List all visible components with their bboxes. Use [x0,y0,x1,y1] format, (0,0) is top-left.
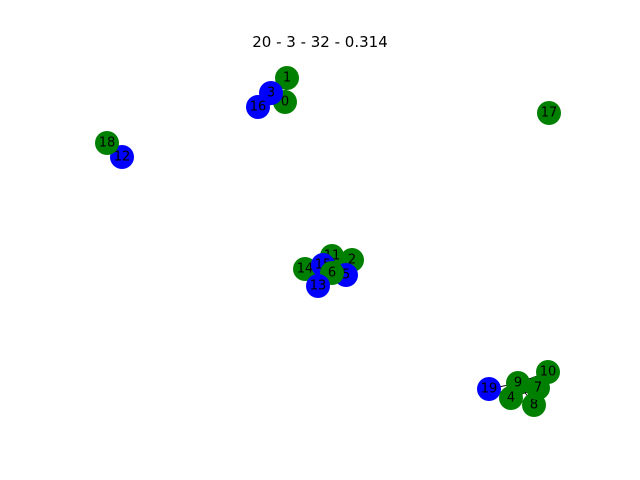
node-19: 19 [477,377,501,401]
node-circle [477,377,501,401]
node-label: 17 [541,106,558,121]
node-label: 4 [507,391,515,406]
node-circle [537,101,561,125]
node-4: 4 [499,386,523,410]
node-13: 13 [306,274,330,298]
node-circle [306,274,330,298]
node-circle [95,131,119,155]
edges-layer [106,77,549,406]
node-14: 14 [293,257,317,281]
node-7: 7 [526,376,550,400]
node-label: 10 [540,365,557,380]
node-label: 8 [530,398,538,413]
node-18: 18 [95,131,119,155]
node-label: 5 [342,268,350,283]
node-label: 9 [514,376,522,391]
node-label: 7 [534,381,542,396]
node-circle [293,257,317,281]
node-label: 13 [310,279,327,294]
node-label: 3 [267,86,275,101]
node-label: 6 [328,266,336,281]
node-label: 0 [281,95,289,110]
node-1: 1 [275,66,299,90]
node-circle [246,95,270,119]
node-label: 12 [114,150,131,165]
node-circle [110,145,134,169]
node-label: 1 [283,71,291,86]
node-label: 18 [99,136,116,151]
node-circle [499,386,523,410]
node-label: 19 [481,382,498,397]
graph-title: 20 - 3 - 32 - 0.314 [252,33,388,51]
node-label: 16 [250,100,267,115]
node-circle [275,66,299,90]
node-16: 16 [246,95,270,119]
node-17: 17 [537,101,561,125]
node-circle [526,376,550,400]
node-label: 14 [297,262,314,277]
node-12: 12 [110,145,134,169]
node-label: 2 [348,253,356,268]
